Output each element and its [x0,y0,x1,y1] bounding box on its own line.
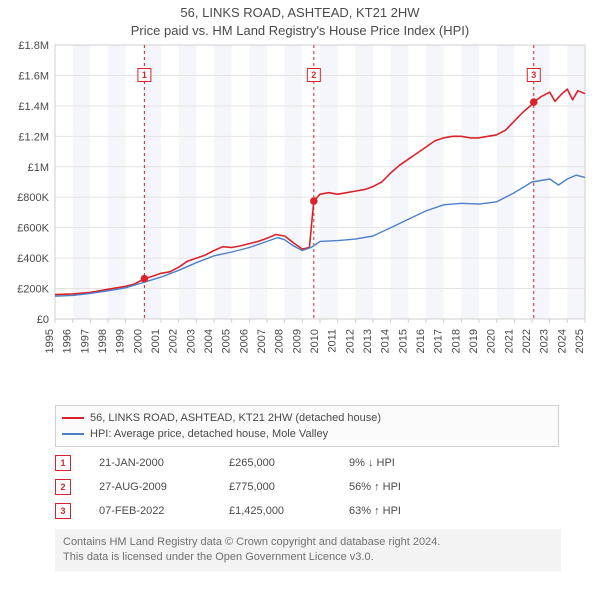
footnote-line1: Contains HM Land Registry data © Crown c… [63,535,553,550]
svg-text:2013: 2013 [362,329,374,353]
svg-text:2: 2 [311,70,316,80]
sale-price: £265,000 [229,457,349,469]
legend-swatch-property [62,417,84,419]
title-subtitle: Price paid vs. HM Land Registry's House … [0,22,600,40]
svg-text:2024: 2024 [556,329,568,353]
sale-marker-3: 3 [55,503,71,519]
sale-date: 07-FEB-2022 [99,505,229,517]
svg-text:1996: 1996 [62,329,74,353]
svg-text:3: 3 [531,70,536,80]
legend-row: HPI: Average price, detached house, Mole… [62,426,552,442]
svg-text:£800K: £800K [17,192,49,204]
title-address: 56, LINKS ROAD, ASHTEAD, KT21 2HW [0,4,600,22]
svg-text:£600K: £600K [17,223,49,235]
svg-text:2020: 2020 [486,329,498,353]
svg-text:2025: 2025 [574,329,586,353]
svg-text:2006: 2006 [238,329,250,353]
svg-text:2008: 2008 [274,329,286,353]
svg-text:2010: 2010 [309,329,321,353]
svg-text:2012: 2012 [344,329,356,353]
svg-text:£0: £0 [37,314,49,326]
svg-text:£1.6M: £1.6M [18,71,49,83]
svg-text:2014: 2014 [380,329,392,353]
sale-price: £1,425,000 [229,505,349,517]
svg-text:2019: 2019 [468,329,480,353]
sale-row: 1 21-JAN-2000 £265,000 9% ↓ HPI [55,451,600,475]
svg-text:2002: 2002 [168,329,180,353]
svg-text:2003: 2003 [185,329,197,353]
svg-text:2022: 2022 [521,329,533,353]
svg-text:2004: 2004 [203,329,215,353]
sale-diff: 56% ↑ HPI [349,481,469,493]
footnote-line2: This data is licensed under the Open Gov… [63,550,553,565]
sale-diff: 63% ↑ HPI [349,505,469,517]
sale-row: 3 07-FEB-2022 £1,425,000 63% ↑ HPI [55,499,600,523]
footnote: Contains HM Land Registry data © Crown c… [55,529,561,571]
sale-date: 27-AUG-2009 [99,481,229,493]
svg-text:2015: 2015 [397,329,409,353]
svg-text:£1.8M: £1.8M [18,40,49,52]
sale-marker-2: 2 [55,479,71,495]
sale-marker-1: 1 [55,455,71,471]
legend-swatch-hpi [62,433,84,435]
legend-label-property: 56, LINKS ROAD, ASHTEAD, KT21 2HW (detac… [90,412,381,424]
svg-text:£1M: £1M [28,162,49,174]
svg-text:2009: 2009 [291,329,303,353]
svg-text:1997: 1997 [79,329,91,353]
svg-text:2023: 2023 [539,329,551,353]
svg-text:£200K: £200K [17,284,49,296]
legend: 56, LINKS ROAD, ASHTEAD, KT21 2HW (detac… [55,405,559,447]
svg-text:2018: 2018 [450,329,462,353]
legend-label-hpi: HPI: Average price, detached house, Mole… [90,428,328,440]
sale-price: £775,000 [229,481,349,493]
chart: £0 £200K £400K £600K £800K £1M £1.2M £1.4M £1.6M… [0,39,600,399]
svg-text:£400K: £400K [17,253,49,265]
svg-text:2007: 2007 [256,329,268,353]
svg-text:1: 1 [142,70,147,80]
svg-text:1995: 1995 [44,329,56,353]
svg-text:2011: 2011 [327,329,339,353]
sale-diff: 9% ↓ HPI [349,457,469,469]
svg-text:2005: 2005 [221,329,233,353]
sale-row: 2 27-AUG-2009 £775,000 56% ↑ HPI [55,475,600,499]
legend-row: 56, LINKS ROAD, ASHTEAD, KT21 2HW (detac… [62,410,552,426]
svg-text:2016: 2016 [415,329,427,353]
title-block: 56, LINKS ROAD, ASHTEAD, KT21 2HW Price … [0,0,600,39]
svg-text:1999: 1999 [115,329,127,353]
svg-text:£1.4M: £1.4M [18,101,49,113]
svg-text:2017: 2017 [433,329,445,353]
sales-table: 1 21-JAN-2000 £265,000 9% ↓ HPI 2 27-AUG… [55,451,600,523]
svg-text:2021: 2021 [503,329,515,353]
svg-text:£1.2M: £1.2M [18,131,49,143]
chart-svg: £0 £200K £400K £600K £800K £1M £1.2M £1.4M £1.6M… [0,39,600,399]
svg-text:2000: 2000 [132,329,144,353]
sale-date: 21-JAN-2000 [99,457,229,469]
svg-text:2001: 2001 [150,329,162,353]
svg-text:1998: 1998 [97,329,109,353]
